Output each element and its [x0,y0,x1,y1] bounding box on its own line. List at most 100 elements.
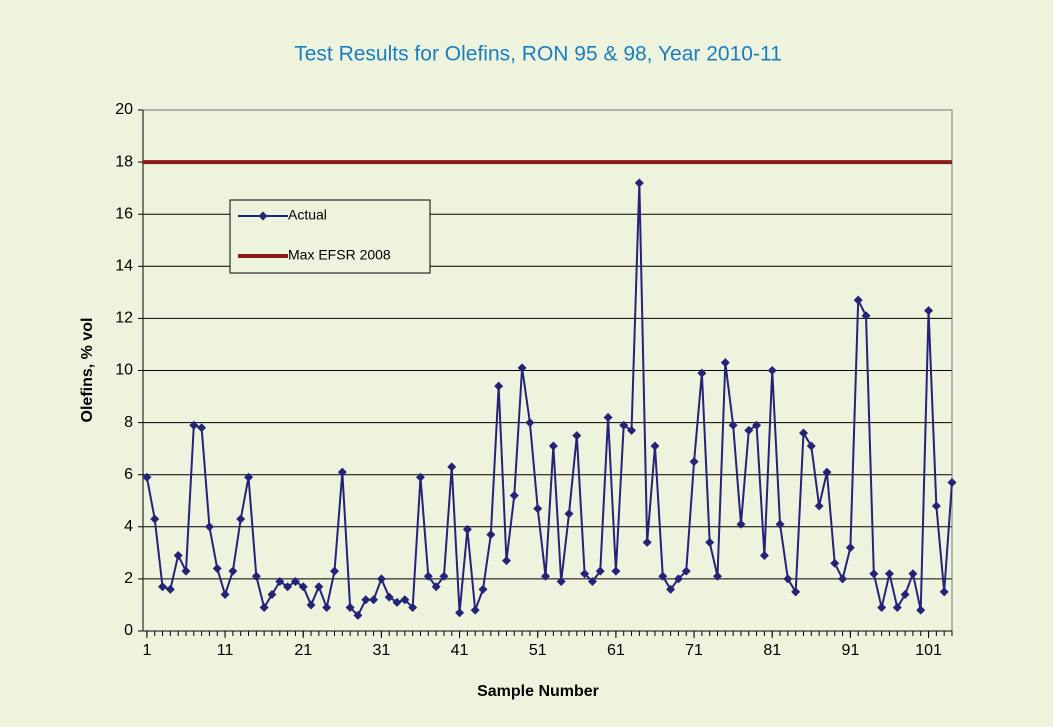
data-point [705,537,715,547]
data-point [845,543,855,553]
x-tick-label: 21 [294,642,312,659]
data-point [587,577,597,587]
x-tick-label: 31 [373,642,391,659]
data-point [431,582,441,592]
data-point [728,420,738,430]
data-point [400,595,410,605]
data-point [173,550,183,560]
data-point [376,574,386,584]
data-point [931,501,941,511]
data-point [462,524,472,534]
data-point [713,571,723,581]
data-point [314,582,324,592]
data-point [369,595,379,605]
data-point [877,603,887,613]
data-point [767,366,777,375]
data-point [595,566,605,576]
data-point [869,569,879,579]
data-point [556,577,566,587]
y-tick-label: 8 [124,414,133,431]
data-point [251,571,261,581]
data-point [627,425,637,435]
data-point [165,584,175,594]
data-point [486,530,496,540]
y-tick-label: 2 [124,570,133,587]
data-point [642,537,652,547]
data-point [689,457,699,467]
data-point [517,363,527,373]
x-tick-label: 11 [217,642,234,659]
y-tick-label: 4 [124,518,133,535]
data-point [298,582,308,592]
data-point [924,306,934,316]
data-point [884,569,894,579]
data-point [494,381,504,391]
data-point [228,566,238,576]
data-point [814,501,824,511]
x-tick-label: 71 [685,642,703,659]
data-point [423,571,433,581]
data-point [267,590,277,600]
data-point [501,556,511,566]
data-point [384,592,394,602]
data-point [330,566,340,576]
data-point [572,431,582,441]
data-point [337,467,347,477]
data-point [673,574,683,584]
data-point [853,295,863,305]
data-point [189,420,199,430]
data-point [439,571,449,581]
data-point [666,584,676,594]
data-point [259,603,269,613]
data-point [603,412,613,422]
data-point [470,605,480,615]
data-point [861,311,871,321]
data-point [142,472,152,482]
data-point [783,574,793,584]
data-point [658,571,668,581]
data-point [415,472,425,482]
data-point [541,571,551,581]
y-tick-label: 12 [115,310,133,327]
x-tick-label: 61 [607,642,625,659]
data-point [408,603,418,613]
data-point [775,519,785,529]
data-point [244,472,254,482]
legend-label: Actual [288,207,327,223]
data-point [283,582,293,592]
data-point [806,441,816,451]
data-point [822,467,832,477]
data-point [197,423,207,433]
data-point [634,178,644,188]
data-point [564,509,574,519]
data-point [392,597,402,607]
data-point [580,569,590,579]
data-point [525,418,535,428]
y-tick-label: 20 [115,101,133,118]
y-tick-label: 6 [124,466,133,483]
data-point [611,566,621,576]
data-point [697,368,707,378]
data-point [322,603,332,613]
data-point [752,420,762,430]
data-point [892,603,902,613]
y-tick-label: 0 [124,622,133,639]
data-point [900,590,910,600]
x-tick-label: 51 [529,642,547,659]
data-point [361,595,371,605]
x-tick-label: 81 [763,642,781,659]
data-point [455,608,465,618]
data-point [447,462,457,472]
data-point [181,566,191,576]
data-point [236,514,246,524]
data-point [353,610,363,620]
y-tick-label: 10 [115,362,133,379]
x-tick-label: 101 [915,642,942,659]
data-point [619,420,629,430]
data-point [791,587,801,597]
data-point [939,587,949,597]
x-tick-label: 91 [841,642,859,659]
data-point [650,441,660,451]
